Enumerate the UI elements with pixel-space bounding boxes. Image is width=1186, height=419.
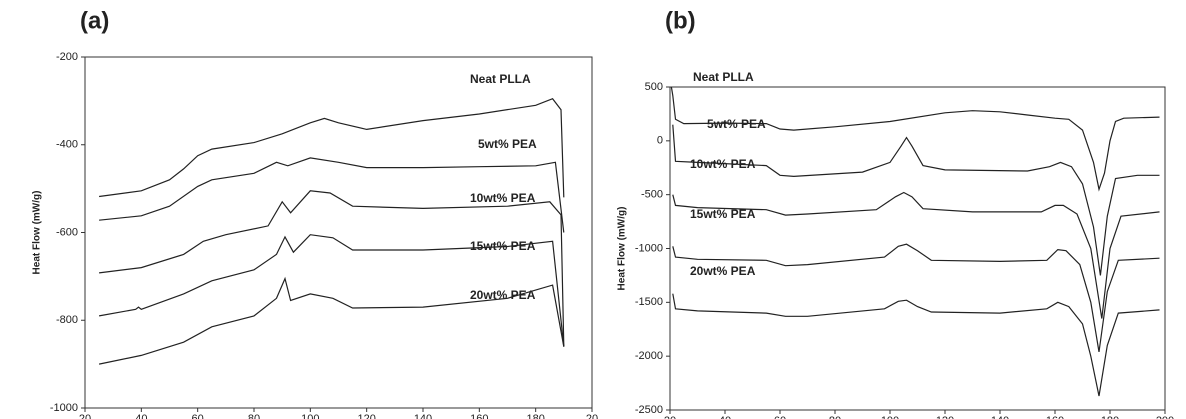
series-label: 10wt% PEA (690, 157, 756, 171)
x-tick-label: 200 (1156, 415, 1174, 419)
x-tick-label: 140 (991, 415, 1009, 419)
x-tick-label: 180 (1101, 415, 1119, 419)
x-tick-label: 60 (192, 413, 204, 419)
series-line (99, 157, 565, 233)
series-line (672, 293, 1160, 397)
series-line (672, 124, 1160, 276)
series-label: Neat PLLA (470, 72, 531, 86)
x-tick-label: 180 (526, 413, 544, 419)
series-line (670, 86, 1160, 192)
x-tick-label: 20 (586, 413, 598, 419)
y-tick-label: -600 (56, 226, 78, 238)
series-line (672, 243, 1160, 352)
y-tick-label: -2000 (635, 350, 663, 362)
x-tick-label: 40 (719, 415, 731, 419)
y-tick-label: -400 (56, 139, 78, 151)
series-line (98, 234, 565, 347)
y-tick-label: -2500 (635, 404, 663, 416)
x-tick-label: 60 (774, 415, 786, 419)
series-line (672, 191, 1160, 319)
series-line (98, 276, 565, 365)
x-tick-label: 80 (248, 413, 260, 419)
y-tick-label: -800 (56, 314, 78, 326)
y-tick-label: -1000 (50, 402, 78, 414)
x-tick-label: 20 (79, 413, 91, 419)
y-axis-label: Heat Flow (mW/g) (617, 207, 628, 291)
y-tick-label: 0 (657, 135, 663, 147)
series-label: 15wt% PEA (470, 239, 536, 253)
series-label: Neat PLLA (693, 70, 754, 84)
y-axis-label: Heat Flow (mW/g) (32, 191, 43, 275)
series-label: 20wt% PEA (690, 264, 756, 278)
y-tick-label: -200 (56, 51, 78, 63)
plot-frame (84, 56, 593, 409)
panel-title: (a) (80, 7, 109, 34)
y-tick-label: 500 (645, 81, 663, 93)
series-label: 20wt% PEA (470, 288, 536, 302)
x-tick-label: 40 (135, 413, 147, 419)
y-tick-label: -1000 (635, 242, 663, 254)
x-tick-label: 120 (936, 415, 954, 419)
series-label: 5wt% PEA (478, 137, 537, 151)
panel-title: (b) (665, 7, 696, 34)
series-label: 15wt% PEA (690, 207, 756, 221)
x-tick-label: 80 (829, 415, 841, 419)
series-label: 10wt% PEA (470, 191, 536, 205)
x-tick-label: 120 (357, 413, 375, 419)
x-tick-label: 100 (881, 415, 899, 419)
x-tick-label: 160 (470, 413, 488, 419)
x-tick-label: 100 (301, 413, 319, 419)
y-tick-label: -500 (641, 189, 663, 201)
series-label: 5wt% PEA (707, 117, 766, 131)
x-tick-label: 160 (1046, 415, 1064, 419)
y-tick-label: -1500 (635, 296, 663, 308)
series-line (99, 97, 565, 198)
series-line (99, 190, 565, 347)
x-tick-label: 20 (664, 415, 676, 419)
x-tick-label: 140 (414, 413, 432, 419)
